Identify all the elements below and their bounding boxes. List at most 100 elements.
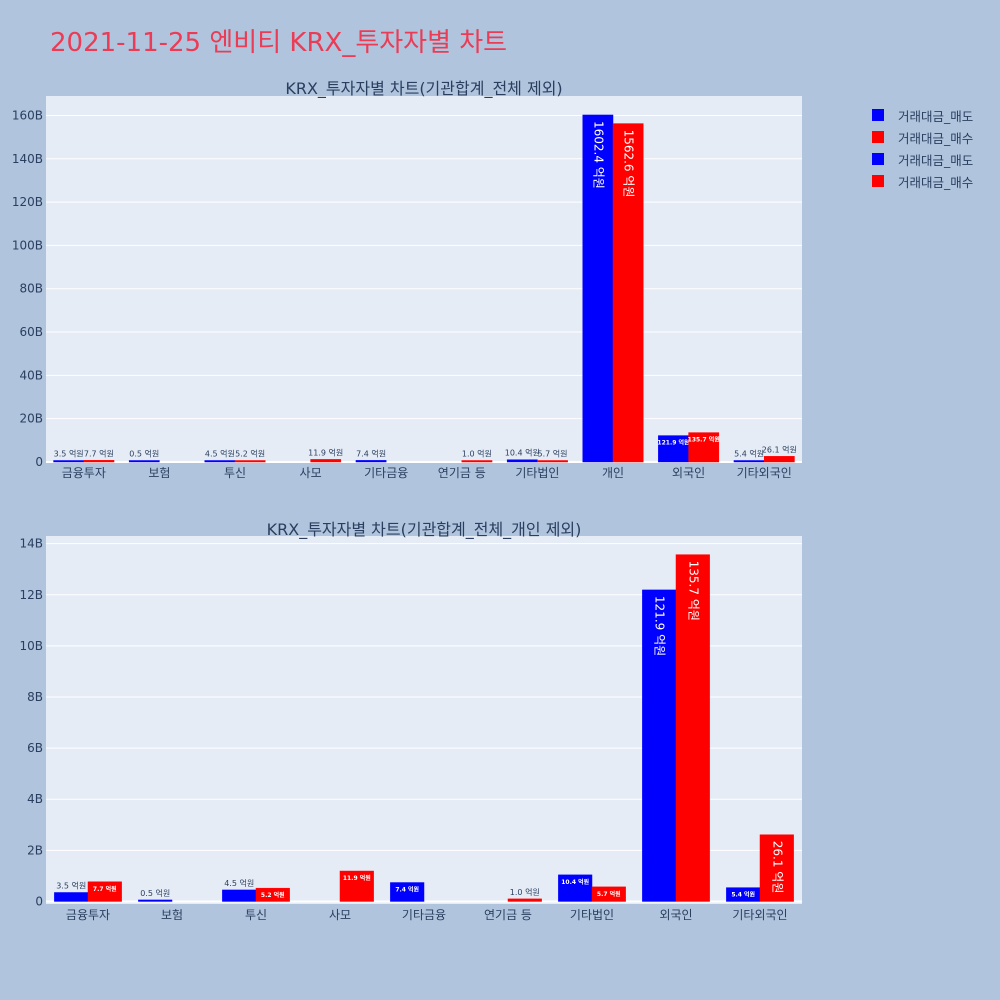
- data-label: 5.4 억원: [731, 891, 755, 899]
- data-label: 10.4 억원: [505, 448, 540, 458]
- bar-sell: [138, 899, 173, 902]
- data-label: 7.4 억원: [395, 886, 419, 894]
- legend-item-buy-2[interactable]: 거래대금_매수: [872, 170, 973, 192]
- data-label: 5.7 억원: [538, 449, 568, 459]
- x-tick-label: 보험: [161, 908, 183, 922]
- data-label: 4.5 억원: [224, 878, 254, 888]
- data-label: 11.9 억원: [343, 874, 371, 882]
- x-tick-label: 보험: [148, 466, 170, 480]
- x-tick-label: 투신: [245, 908, 267, 922]
- y-tick-label: 8B: [27, 690, 43, 704]
- bar-sell: [658, 435, 689, 463]
- y-tick-label: 10B: [19, 639, 43, 653]
- legend-swatch: [872, 175, 884, 187]
- data-label: 1602.4 억원: [591, 121, 605, 189]
- bar-buy: [675, 554, 710, 902]
- data-label: 11.9 억원: [308, 447, 343, 457]
- y-tick-label: 140B: [12, 152, 43, 166]
- y-tick-label: 20B: [19, 412, 43, 426]
- bar-buy: [688, 432, 720, 463]
- chart-title: KRX_투자자별 차트(기관합계_전체 제외): [285, 79, 562, 99]
- legend-swatch: [872, 131, 884, 143]
- data-label: 135.7 억원: [688, 436, 720, 444]
- y-tick-label: 40B: [19, 368, 43, 382]
- data-label: 5.2 억원: [261, 891, 285, 899]
- bar-buy: [763, 456, 795, 463]
- bar-sell: [390, 882, 425, 902]
- x-tick-label: 금융투자: [62, 466, 106, 480]
- bar-sell: [222, 889, 257, 902]
- legend-swatch: [872, 153, 884, 165]
- bar-buy: [339, 870, 374, 902]
- data-label: 5.7 억원: [597, 890, 621, 898]
- y-tick-label: 0: [35, 894, 43, 908]
- bar-sell: [355, 460, 387, 463]
- x-tick-label: 개인: [602, 466, 624, 480]
- chart-legend: 거래대금_매도 거래대금_매수 거래대금_매도 거래대금_매수: [872, 104, 973, 192]
- bar-buy: [507, 898, 542, 902]
- x-tick-label: 외국인: [672, 466, 705, 480]
- data-label: 0.5 억원: [140, 888, 170, 898]
- data-label: 4.5 억원: [205, 449, 235, 459]
- data-label: 0.5 억원: [129, 449, 159, 459]
- x-tick-label: 연기금 등: [438, 466, 486, 480]
- data-label: 1.0 억원: [462, 449, 492, 459]
- legend-label: 거래대금_매수: [898, 174, 974, 190]
- legend-item-sell-2[interactable]: 거래대금_매도: [872, 148, 973, 170]
- data-label: 7.7 억원: [93, 885, 117, 893]
- plot-area: [46, 96, 802, 462]
- data-label: 5.4 억원: [734, 449, 764, 459]
- bar-sell: [558, 874, 593, 902]
- y-tick-label: 160B: [12, 108, 43, 122]
- data-label: 5.2 억원: [235, 449, 265, 459]
- bar-sell: [642, 589, 677, 902]
- data-label: 7.7 억원: [84, 448, 114, 458]
- data-label: 135.7 억원: [686, 561, 700, 621]
- page-title: 2021-11-25 엔비티 KRX_투자자별 차트: [50, 28, 508, 58]
- data-label: 10.4 억원: [561, 878, 589, 886]
- bar-buy: [612, 123, 644, 463]
- y-tick-label: 12B: [19, 588, 43, 602]
- y-tick-label: 80B: [19, 282, 43, 296]
- bar-buy: [537, 460, 568, 463]
- y-tick-label: 6B: [27, 741, 43, 755]
- data-label: 121.9 억원: [657, 439, 689, 447]
- y-tick-label: 100B: [12, 238, 43, 252]
- x-tick-label: 외국인: [659, 908, 692, 922]
- y-tick-label: 2B: [27, 843, 43, 857]
- y-tick-label: 4B: [27, 792, 43, 806]
- x-tick-label: 투신: [224, 466, 246, 480]
- legend-item-sell-1[interactable]: 거래대금_매도: [872, 104, 973, 126]
- y-tick-label: 0: [35, 455, 43, 469]
- x-tick-label: 기타금융: [364, 466, 408, 480]
- bar-buy: [255, 887, 290, 902]
- bar-sell: [54, 892, 89, 902]
- bar-sell: [733, 460, 765, 463]
- bar-buy: [310, 459, 342, 463]
- bar-buy: [234, 460, 266, 463]
- bar-buy: [461, 460, 493, 463]
- x-tick-label: 기타법인: [570, 908, 614, 922]
- bar-sell: [204, 460, 236, 463]
- legend-label: 거래대금_매수: [898, 130, 974, 146]
- y-tick-label: 120B: [12, 195, 43, 209]
- y-tick-label: 14B: [19, 537, 43, 551]
- legend-item-buy-1[interactable]: 거래대금_매수: [872, 126, 973, 148]
- bar-sell: [53, 460, 85, 463]
- x-tick-label: 연기금 등: [484, 908, 532, 922]
- data-label: 26.1 억원: [770, 841, 784, 894]
- x-tick-label: 사모: [300, 466, 322, 480]
- chart-title: KRX_투자자별 차트(기관합계_전체_개인 제외): [267, 520, 582, 540]
- x-tick-label: 사모: [329, 908, 351, 922]
- legend-swatch: [872, 109, 884, 121]
- x-tick-label: 기타법인: [515, 466, 559, 480]
- x-tick-label: 기타외국인: [732, 908, 787, 922]
- bar-sell: [582, 114, 614, 463]
- data-label: 3.5 억원: [56, 881, 86, 891]
- x-tick-label: 기타금융: [402, 908, 446, 922]
- bar-sell: [506, 459, 538, 463]
- bar-buy: [759, 834, 794, 902]
- legend-label: 거래대금_매도: [898, 152, 974, 168]
- data-label: 3.5 억원: [54, 449, 84, 459]
